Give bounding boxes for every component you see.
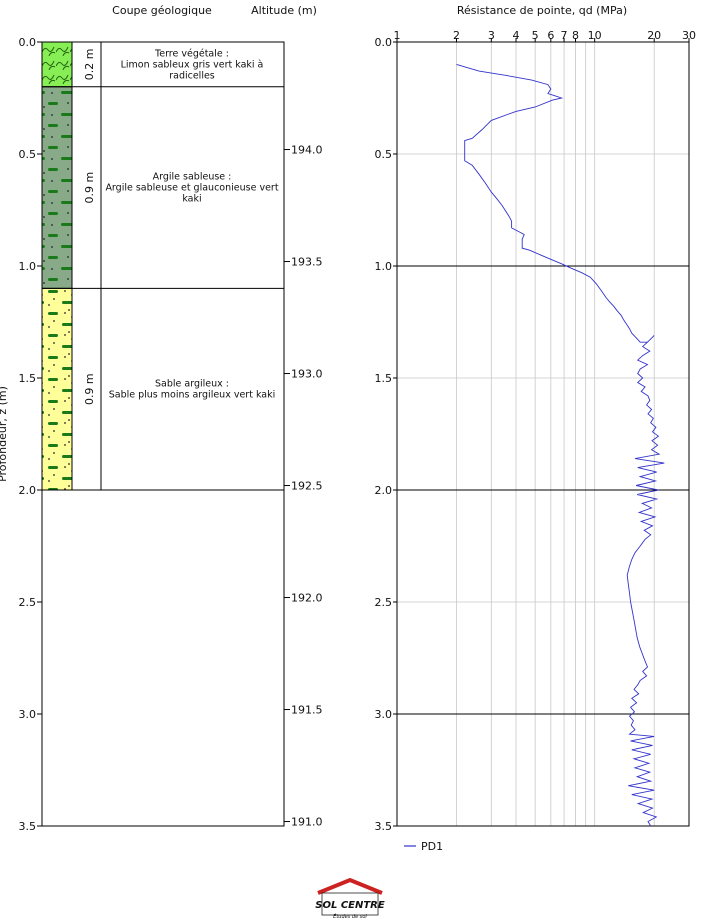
depth-tick-label: 1.0: [19, 260, 37, 273]
x-tick-label: 5: [532, 29, 539, 42]
depth-axis-label: Profondeur, z (m): [0, 386, 9, 482]
layer-thickness: 0.9 m: [83, 172, 96, 204]
x-tick-label: 20: [647, 29, 661, 42]
depth-tick-label: 3.0: [19, 708, 37, 721]
depth-tick-label: 1.5: [19, 372, 37, 385]
depth-tick-label: 0.5: [19, 148, 37, 161]
altitude-tick-label: 194.0: [291, 144, 323, 157]
layer-description: Sable plus moins argileux vert kaki: [109, 390, 276, 401]
x-tick-label: 8: [572, 29, 579, 42]
log-frame: [41, 41, 285, 827]
logo-tagline: Études de sol: [333, 912, 367, 920]
resistance-header: Résistance de pointe, qd (MPa): [457, 4, 627, 17]
layer-description: Limon sableux gris vert kaki à: [121, 59, 264, 70]
geological-log: 0.2 m Terre végétale :Limon sableux gris …: [19, 36, 323, 833]
altitude-tick-label: 192.5: [291, 480, 323, 493]
x-tick-label: 7: [561, 29, 568, 42]
layer-pattern-clay: [41, 86, 73, 289]
layer-description: kaki: [182, 194, 201, 205]
x-tick-label: 10: [588, 29, 602, 42]
resistance-chart: 1 2 3 4 5 6 7 8 10 20 30 0.00.51.01.52.02.53.03.5 …: [375, 29, 697, 853]
depth-tick-label: 2.5: [19, 596, 37, 609]
y-tick-label: 0.5: [375, 148, 393, 161]
x-tick-label: 3: [488, 29, 495, 42]
layer-pattern-sand: [41, 287, 73, 491]
company-logo: SOL CENTRE Études de sol: [315, 877, 385, 920]
depth-tick-label: 2.0: [19, 484, 37, 497]
x-tick-label: 30: [682, 29, 696, 42]
y-tick-label: 3.5: [375, 820, 393, 833]
layer-thickness: 0.2 m: [83, 49, 96, 81]
y-tick-label: 0.0: [375, 36, 393, 49]
layer-pattern-topsoil: [41, 41, 73, 88]
x-tick-label: 2: [453, 29, 460, 42]
y-tick-label: 3.0: [375, 708, 393, 721]
y-tick-label: 1.0: [375, 260, 393, 273]
logo-roof-icon: [317, 877, 383, 895]
log-header: Coupe géologique: [112, 4, 212, 17]
y-tick-label: 1.5: [375, 372, 393, 385]
depth-tick-label: 3.5: [19, 820, 37, 833]
layer-name: Sable argileux :: [155, 379, 229, 390]
altitude-tick-label: 192.0: [291, 592, 323, 605]
altitude-tick-label: 193.5: [291, 256, 323, 269]
layer-description: radicelles: [169, 70, 215, 81]
altitude-header: Altitude (m): [251, 4, 317, 17]
x-tick-label: 4: [513, 29, 520, 42]
layer-name: Argile sableuse :: [153, 172, 232, 183]
altitude-tick-label: 191.5: [291, 704, 323, 717]
altitude-tick-label: 191.0: [291, 816, 323, 829]
series-pd1-line: [456, 63, 665, 827]
y-tick-label: 2.0: [375, 484, 393, 497]
legend-label-pd1: PD1: [421, 840, 443, 853]
layer-name: Terre végétale :: [154, 48, 229, 59]
altitude-tick-label: 193.0: [291, 368, 323, 381]
x-tick-label: 6: [547, 29, 554, 42]
chart-frame: [396, 41, 690, 827]
x-tick-label: 1: [394, 29, 401, 42]
logo-box: [321, 892, 379, 916]
depth-tick-label: 0.0: [19, 36, 37, 49]
layer-thickness: 0.9 m: [83, 373, 96, 405]
y-tick-label: 2.5: [375, 596, 393, 609]
layer-description: Argile sableuse et glauconieuse vert: [105, 183, 278, 194]
logo-name: SOL CENTRE: [315, 900, 385, 911]
